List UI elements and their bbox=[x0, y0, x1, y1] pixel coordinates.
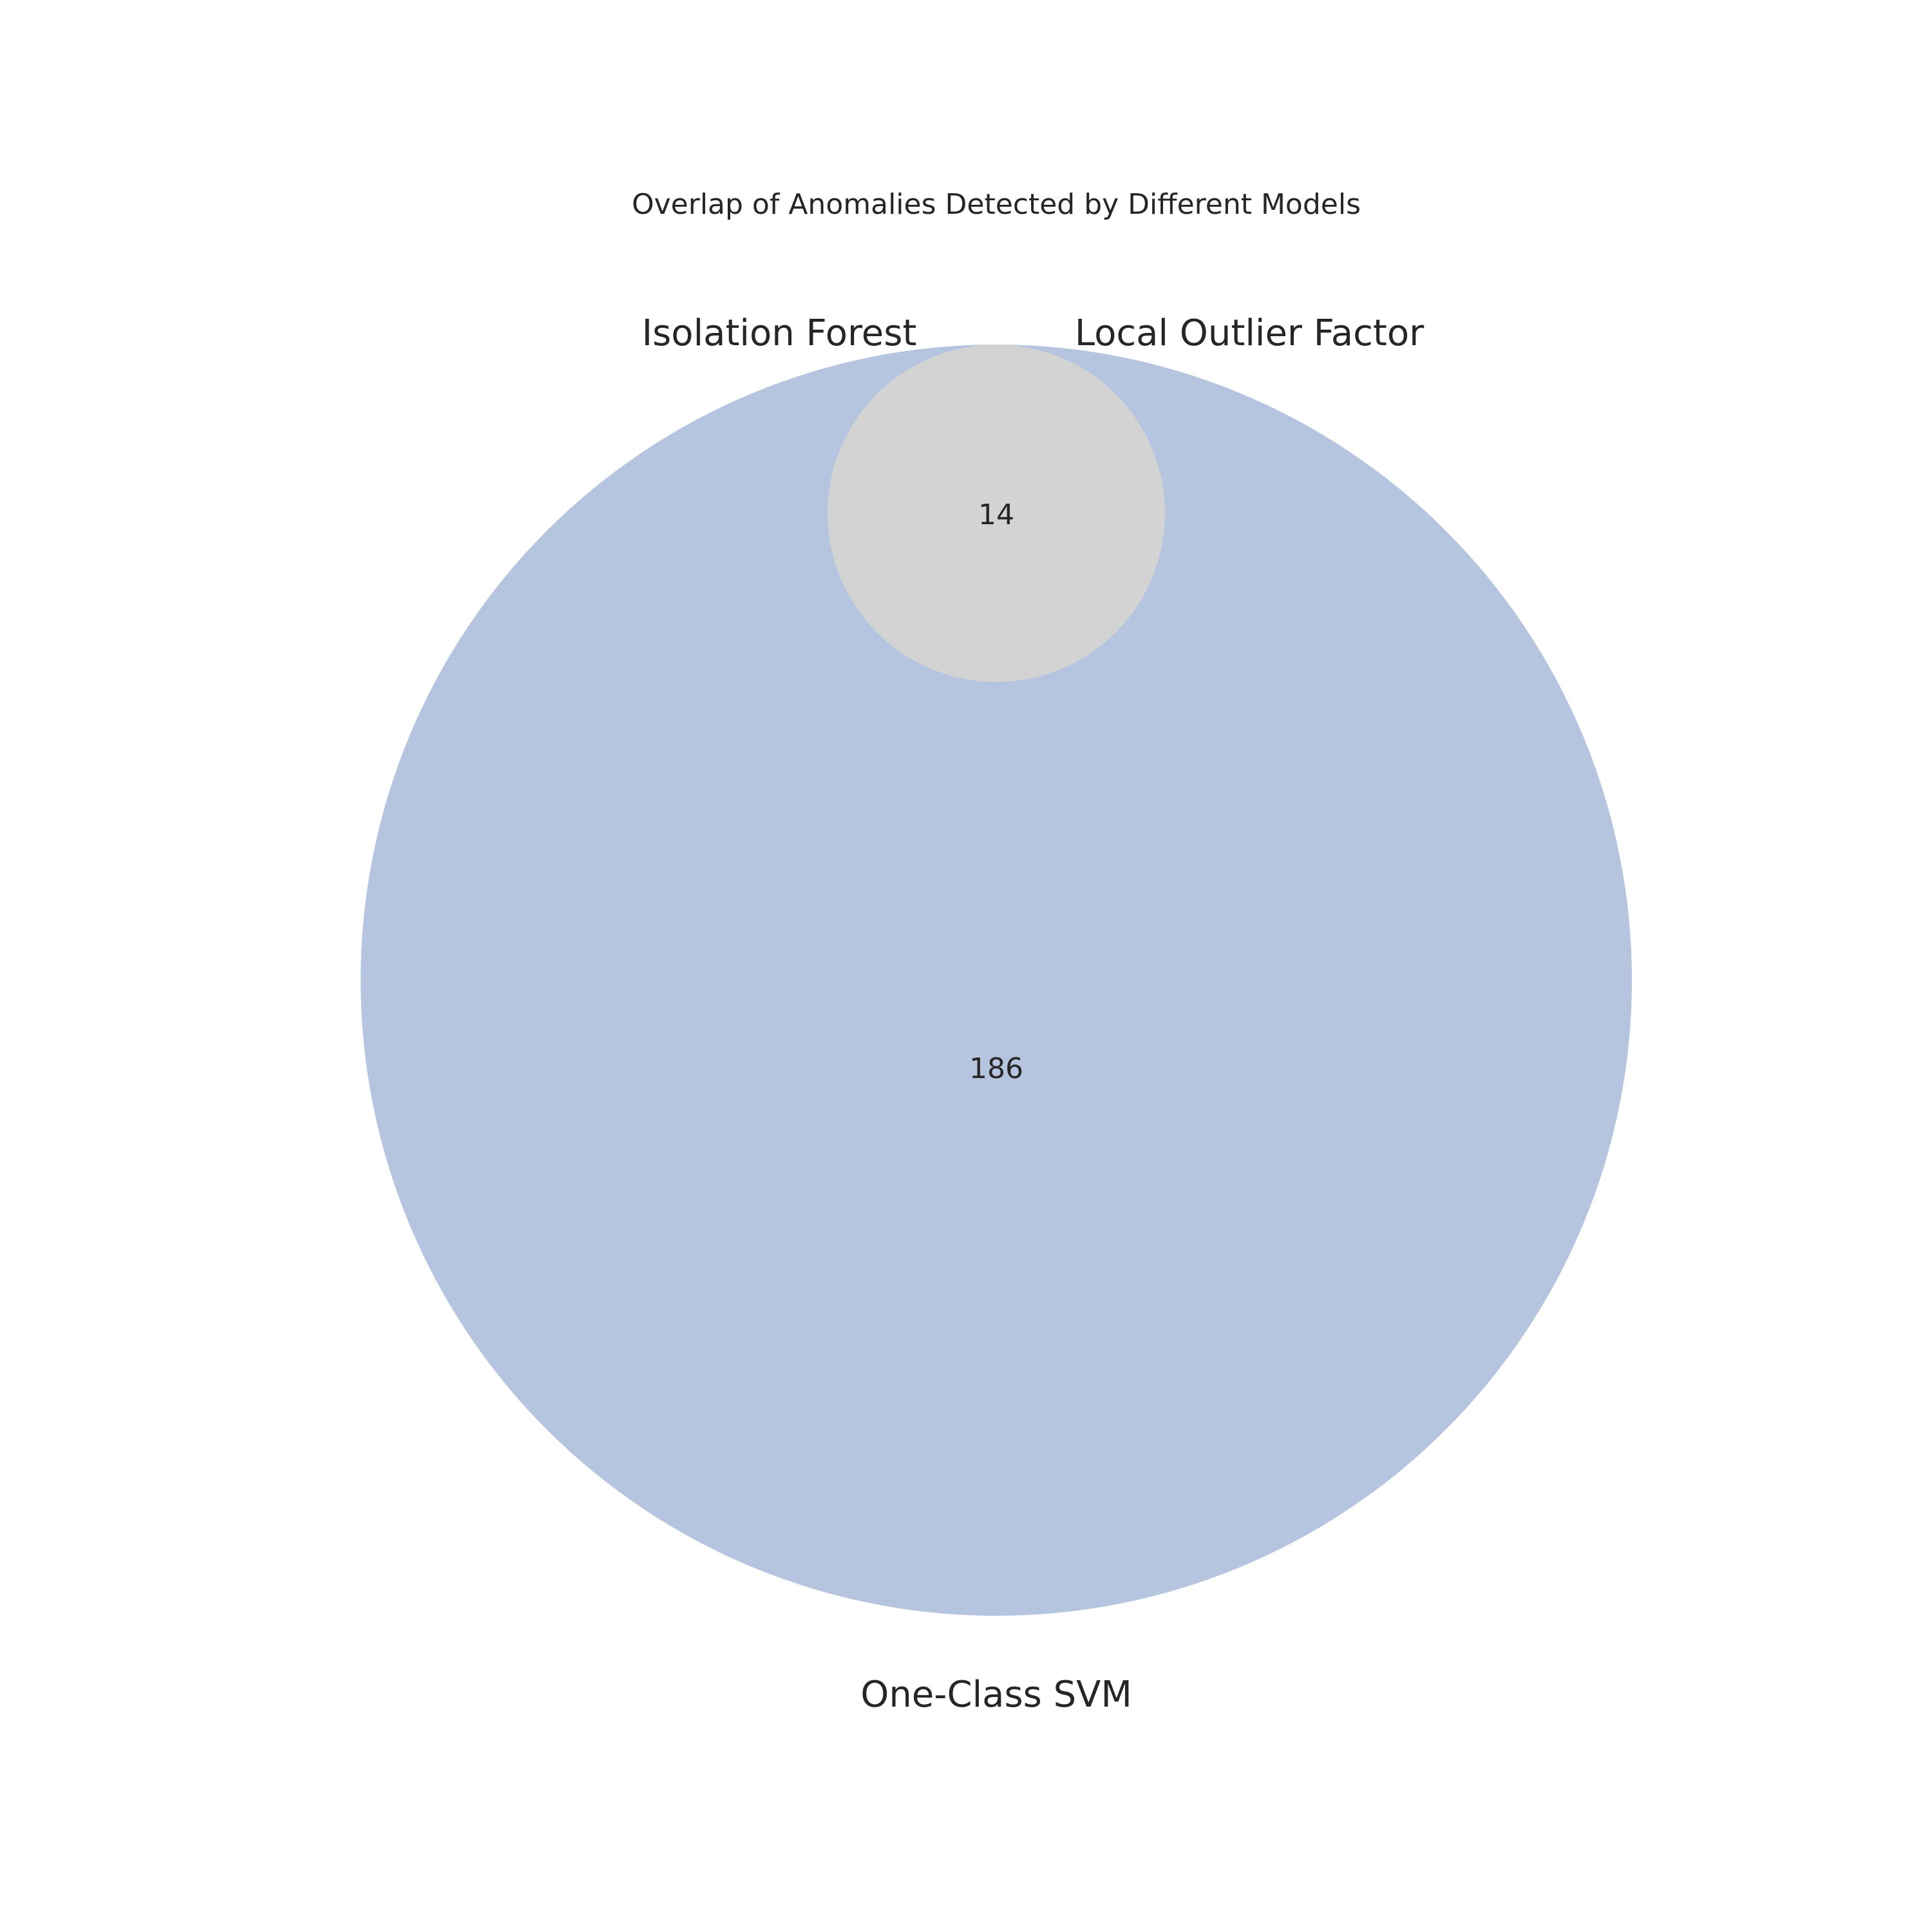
set-label-local-outlier-factor: Local Outlier Factor bbox=[1075, 312, 1425, 354]
chart-title: Overlap of Anomalies Detected by Differe… bbox=[632, 188, 1361, 221]
set-label-isolation-forest: Isolation Forest bbox=[642, 312, 917, 354]
one-class-svm-circle bbox=[361, 345, 1632, 1616]
count-label-overlap: 14 bbox=[978, 498, 1014, 531]
set-label-one-class-svm: One-Class SVM bbox=[860, 1674, 1132, 1716]
count-label-one-class-svm: 186 bbox=[969, 1052, 1023, 1085]
overlap-region-circle bbox=[828, 345, 1165, 682]
